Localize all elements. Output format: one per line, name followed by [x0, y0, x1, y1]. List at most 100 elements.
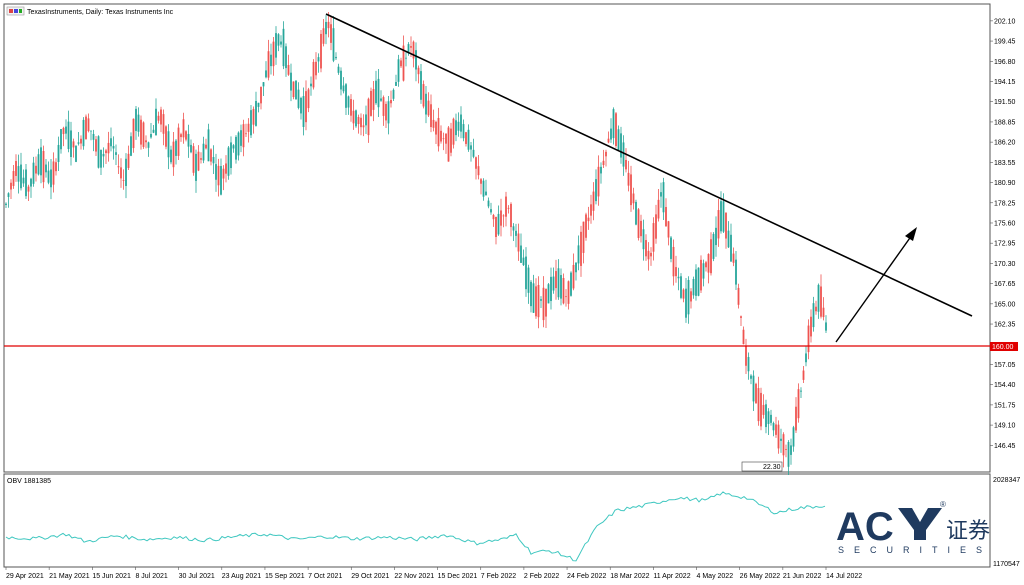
- candle-body: [127, 153, 130, 168]
- candle-body: [697, 267, 700, 296]
- candle-body: [120, 167, 122, 179]
- candle-body: [195, 153, 197, 181]
- candle-body: [715, 227, 717, 246]
- candle-body: [110, 138, 112, 147]
- price-tick-label: 186.20: [994, 140, 1016, 147]
- candle-body: [182, 119, 185, 138]
- candle-body: [675, 267, 677, 277]
- candle-body: [685, 288, 687, 318]
- candle-body: [580, 231, 582, 266]
- candle-body: [142, 122, 145, 147]
- candle-body: [172, 141, 175, 168]
- candle-body: [140, 119, 142, 145]
- candle-body: [532, 283, 535, 313]
- candle-body: [300, 97, 302, 114]
- candle-body: [660, 192, 662, 197]
- candle-body: [62, 127, 65, 135]
- candle-body: [802, 370, 805, 380]
- candle-body: [490, 209, 492, 213]
- candle-body: [352, 110, 355, 124]
- candle-body: [755, 383, 757, 404]
- candle-body: [115, 152, 117, 155]
- candle-body: [292, 81, 295, 98]
- candle-body: [497, 213, 500, 235]
- candle-body: [725, 212, 727, 239]
- candle-body: [712, 233, 715, 259]
- candle-body: [122, 180, 125, 181]
- candle-body: [162, 114, 165, 134]
- support-price-tag: [990, 342, 1018, 351]
- acy-logo: AC ® 证券 SECURITIES: [836, 500, 990, 555]
- candle-body: [800, 390, 802, 392]
- candle-body: [670, 237, 672, 259]
- price-tick-label: 151.75: [994, 402, 1016, 409]
- candle-body: [667, 221, 670, 238]
- candle-body: [105, 150, 107, 154]
- candle-body: [555, 271, 557, 289]
- candle-body: [762, 404, 765, 415]
- candle-body: [682, 289, 685, 299]
- candle-body: [737, 287, 740, 305]
- candle-body: [750, 375, 752, 379]
- candle-body: [180, 134, 182, 138]
- price-tick-label: 146.45: [994, 443, 1016, 450]
- price-tick-label: 194.15: [994, 79, 1016, 86]
- candle-body: [272, 41, 275, 67]
- candle-body: [767, 411, 770, 424]
- price-tick-label: 157.05: [994, 362, 1016, 369]
- candle-body: [245, 133, 247, 135]
- candle-body: [692, 278, 695, 296]
- candle-body: [662, 182, 665, 213]
- candle-body: [520, 245, 522, 263]
- candle-body: [155, 108, 157, 136]
- candle-body: [720, 201, 722, 232]
- price-tick-label: 180.90: [994, 180, 1016, 187]
- candle-body: [525, 256, 527, 290]
- candle-body: [590, 204, 592, 216]
- candle-body: [432, 119, 435, 128]
- price-tick-label: 178.25: [994, 200, 1016, 207]
- candle-body: [740, 316, 742, 318]
- candle-body: [217, 165, 220, 186]
- candle-body: [400, 60, 402, 67]
- candle-body: [147, 142, 150, 148]
- candle-body: [610, 128, 612, 140]
- candle-body: [595, 179, 597, 202]
- candle-body: [152, 129, 155, 133]
- candle-body: [100, 149, 102, 168]
- candle-body: [695, 269, 697, 296]
- candle-body: [772, 423, 775, 431]
- date-tick-label: 15 Sep 2021: [265, 573, 305, 580]
- candle-body: [780, 438, 782, 441]
- candle-body: [297, 89, 300, 108]
- candle-body: [630, 174, 632, 206]
- candle-body: [560, 275, 562, 299]
- candle-body: [427, 100, 430, 116]
- candle-body: [262, 82, 265, 87]
- candle-body: [317, 57, 320, 62]
- candle-body: [10, 182, 12, 190]
- candle-body: [257, 102, 260, 107]
- candle-body: [307, 89, 310, 109]
- candle-body: [280, 41, 282, 45]
- candle-body: [360, 117, 362, 128]
- candle-body: [707, 254, 710, 273]
- candle-body: [722, 201, 725, 232]
- date-tick-label: 29 Apr 2021: [6, 573, 44, 580]
- candle-body: [487, 200, 490, 207]
- candle-body: [270, 54, 272, 67]
- candle-body: [382, 97, 385, 116]
- candle-body: [82, 119, 85, 147]
- candle-body: [417, 67, 420, 75]
- candle-body: [620, 133, 622, 158]
- candle-body: [480, 179, 482, 184]
- candle-body: [185, 131, 187, 140]
- candle-body: [242, 124, 245, 148]
- candle-body: [462, 124, 465, 139]
- candle-body: [550, 276, 552, 302]
- candle-body: [472, 149, 475, 157]
- candle-body: [705, 262, 707, 268]
- candle-body: [207, 129, 210, 162]
- symbol-title: TexasInstruments, Daily: Texas Instrumen…: [27, 9, 174, 16]
